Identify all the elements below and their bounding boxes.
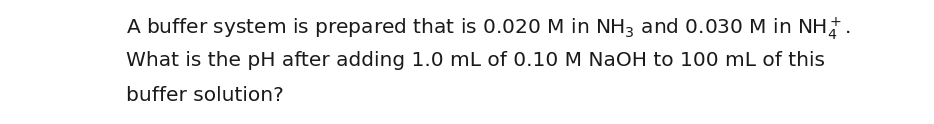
Text: A buffer system is prepared that is 0.020 M in NH$_3$ and 0.030 M in NH$_4^+$.: A buffer system is prepared that is 0.02… (126, 15, 852, 42)
Text: buffer solution?: buffer solution? (126, 86, 284, 105)
Text: What is the pH after adding 1.0 mL of 0.10 M NaOH to 100 mL of this: What is the pH after adding 1.0 mL of 0.… (126, 51, 825, 70)
